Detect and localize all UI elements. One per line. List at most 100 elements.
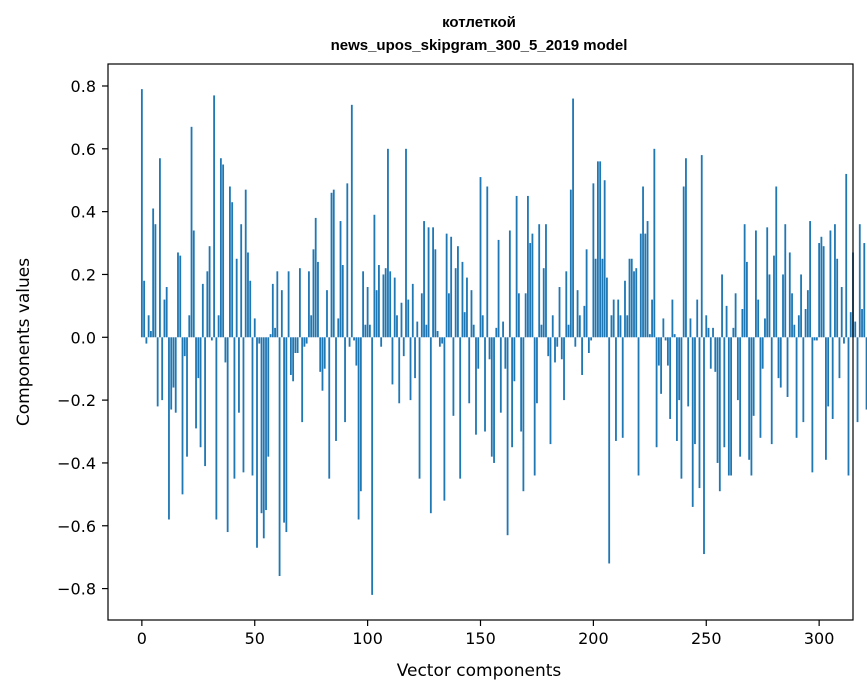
bar (251, 337, 254, 476)
bar (590, 337, 593, 341)
bar (626, 315, 629, 338)
bar (219, 158, 222, 338)
bar (508, 230, 511, 338)
bar (834, 224, 836, 338)
plot-frame (107, 63, 854, 621)
bar (400, 302, 403, 338)
bar (346, 183, 349, 338)
bar (556, 337, 559, 347)
bar (533, 337, 536, 476)
bar (788, 252, 791, 338)
bar (267, 337, 270, 457)
bar (380, 337, 383, 347)
bar (486, 186, 489, 338)
bar (608, 337, 611, 564)
y-tick-label: 0.2 (71, 265, 96, 284)
bar (515, 195, 518, 338)
bar (685, 158, 687, 338)
bar (353, 337, 355, 341)
bar (691, 337, 694, 507)
bar (755, 230, 757, 338)
bar (396, 315, 398, 338)
bar (791, 293, 793, 338)
bar (165, 287, 168, 338)
bar (644, 233, 647, 338)
bar (585, 249, 588, 338)
bar (201, 283, 204, 338)
bar (829, 230, 832, 338)
y-tick-label: −0.2 (57, 391, 96, 410)
bar (335, 337, 337, 441)
bar (502, 321, 504, 338)
bar (576, 290, 579, 338)
bar (168, 337, 170, 520)
bar (393, 277, 396, 338)
bar (283, 337, 285, 523)
y-axis-ticks: 0.8 0.6 0.4 0.2 0.0 −0.2 −0.4 −0.6 −0.8 (57, 77, 108, 599)
bar (628, 258, 631, 338)
bar (235, 258, 238, 338)
bar (470, 290, 473, 338)
bar (784, 224, 787, 338)
bar (732, 327, 735, 338)
bar (687, 337, 690, 407)
bar (849, 312, 852, 338)
bar (707, 327, 710, 338)
bar (152, 208, 155, 338)
bar (468, 337, 471, 404)
bar (447, 293, 450, 338)
bar (181, 337, 184, 495)
bar (714, 337, 717, 372)
bar (323, 337, 326, 369)
bar (405, 148, 407, 338)
bar (459, 337, 462, 479)
bar (172, 337, 175, 388)
y-axis-label: Components values (14, 258, 34, 426)
bar (716, 337, 719, 463)
bar (655, 337, 658, 448)
bar (538, 224, 541, 338)
bar (565, 271, 568, 338)
bar (303, 337, 306, 347)
bar (662, 318, 665, 338)
bar (265, 337, 267, 511)
bar (513, 337, 516, 382)
bar (574, 337, 577, 347)
bar (630, 258, 633, 338)
bar (244, 189, 247, 338)
bar (542, 268, 545, 338)
bar (567, 324, 570, 338)
bar (840, 287, 843, 338)
bar (560, 337, 563, 360)
bar (736, 337, 739, 401)
bar (278, 337, 281, 577)
bar (712, 327, 714, 338)
bar (210, 337, 213, 341)
bar (197, 337, 200, 379)
bar (484, 337, 486, 432)
bar (423, 221, 425, 338)
bar (775, 186, 778, 338)
bar (416, 321, 419, 338)
bar (490, 337, 493, 457)
bar (572, 98, 574, 338)
x-axis-label: Vector components (397, 661, 562, 681)
bar (186, 337, 188, 457)
bar (249, 280, 252, 338)
bar (391, 337, 394, 385)
bar (344, 337, 346, 423)
bar (366, 287, 369, 338)
bar (743, 224, 746, 338)
bar (499, 337, 502, 413)
bar (224, 337, 227, 363)
y-tick-label: −0.4 (57, 454, 96, 473)
bar (163, 299, 166, 338)
bar (793, 324, 796, 338)
bars-group (140, 89, 867, 595)
bar (177, 252, 179, 338)
bar (328, 337, 331, 479)
bar (795, 337, 798, 438)
bar (434, 249, 437, 338)
bar (319, 337, 322, 372)
bar (375, 290, 378, 338)
